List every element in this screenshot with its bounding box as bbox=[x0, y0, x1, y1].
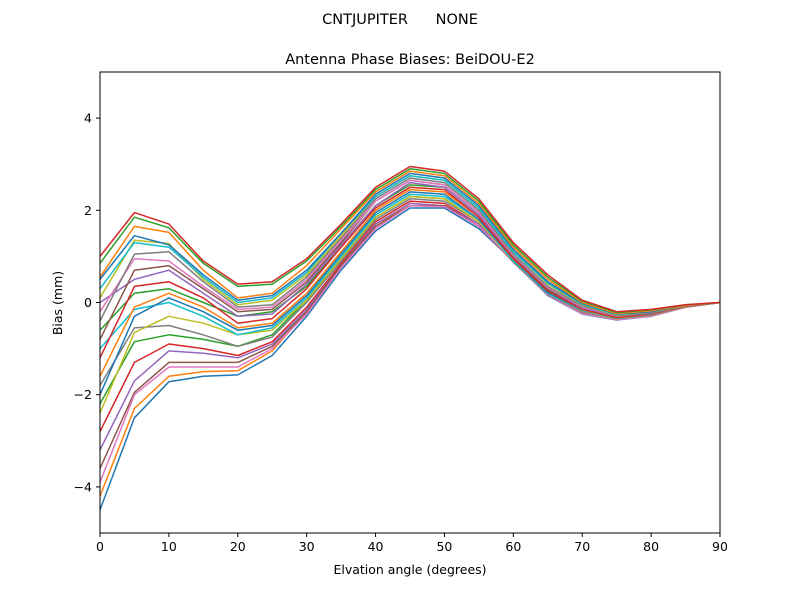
y-tick-label: 2 bbox=[84, 203, 92, 218]
y-axis-ticks: −4 −2 0 2 4 bbox=[74, 111, 100, 494]
x-tick-label: 10 bbox=[161, 539, 177, 554]
series-line-22 bbox=[99, 170, 721, 315]
y-axis-label: Bias (mm) bbox=[50, 271, 65, 335]
suptitle: CNTJUPITER NONE bbox=[322, 12, 478, 28]
y-tick-label: −4 bbox=[74, 479, 92, 494]
y-tick-label: −2 bbox=[74, 387, 92, 402]
series-line-7 bbox=[99, 204, 721, 483]
series-lines bbox=[99, 165, 721, 511]
y-tick-label: 0 bbox=[84, 295, 92, 310]
x-axis-ticks: 0 10 20 30 40 50 60 70 80 90 bbox=[96, 533, 728, 554]
x-tick-label: 80 bbox=[643, 539, 659, 554]
series-line-24 bbox=[99, 165, 721, 313]
x-tick-label: 90 bbox=[712, 539, 728, 554]
x-tick-label: 50 bbox=[436, 539, 452, 554]
series-line-23 bbox=[99, 168, 721, 314]
x-tick-label: 60 bbox=[505, 539, 521, 554]
x-tick-label: 70 bbox=[574, 539, 590, 554]
x-tick-label: 20 bbox=[230, 539, 246, 554]
x-axis-label: Elvation angle (degrees) bbox=[333, 562, 486, 577]
chart-title: Antenna Phase Biases: BeiDOU-E2 bbox=[285, 52, 535, 68]
y-tick-label: 4 bbox=[84, 111, 92, 126]
x-tick-label: 30 bbox=[299, 539, 315, 554]
series-line-14 bbox=[99, 186, 721, 359]
x-tick-label: 40 bbox=[368, 539, 384, 554]
x-tick-label: 0 bbox=[96, 539, 104, 554]
